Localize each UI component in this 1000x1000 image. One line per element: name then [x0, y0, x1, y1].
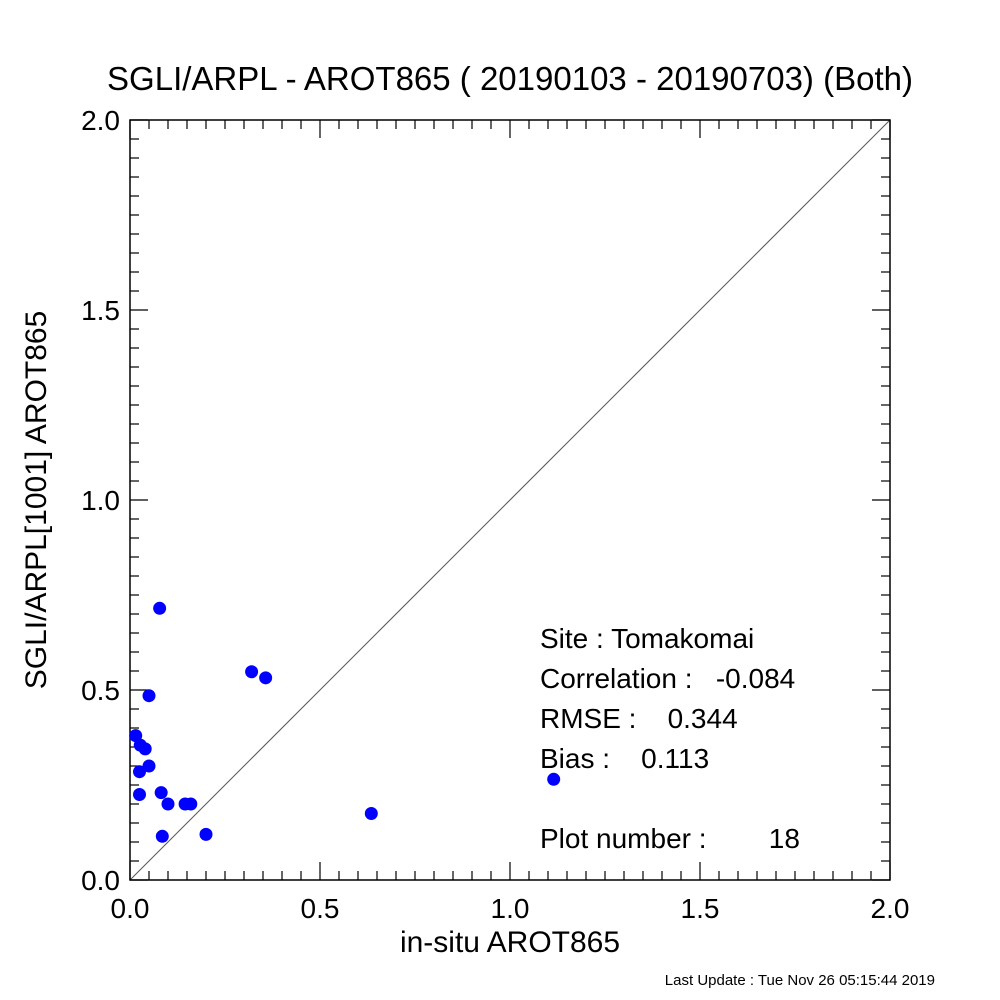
x-tick-label: 0.0 [111, 893, 150, 924]
data-point [184, 797, 198, 811]
tick-marks [129, 119, 891, 881]
tick-labels: 0.0 0.5 1.0 1.5 2.0 0.0 0.5 1.0 1.5 2.0 [81, 105, 909, 924]
data-point [142, 759, 156, 773]
x-tick-label: 2.0 [871, 893, 910, 924]
stat-bias: Bias : 0.113 [540, 743, 709, 774]
y-tick-label: 1.5 [81, 295, 120, 326]
data-point [547, 772, 561, 786]
data-point [142, 689, 156, 703]
data-point [199, 827, 213, 841]
stat-plot-number: Plot number : 18 [540, 823, 800, 854]
y-tick-label: 1.0 [81, 485, 120, 516]
plot-frame [129, 119, 891, 881]
data-point [245, 665, 259, 679]
y-tick-label: 0.0 [81, 865, 120, 896]
data-points [129, 601, 561, 843]
y-tick-label: 0.5 [81, 675, 120, 706]
stat-site: Site : Tomakomai [540, 623, 754, 654]
data-point [153, 601, 167, 615]
data-point [133, 765, 146, 779]
stat-correlation: Correlation : -0.084 [540, 663, 795, 694]
x-tick-label: 1.0 [491, 893, 530, 924]
data-point [259, 671, 273, 685]
data-point [154, 786, 168, 800]
data-point [138, 742, 152, 756]
x-tick-label: 1.5 [681, 893, 720, 924]
data-point [161, 797, 175, 811]
stat-rmse: RMSE : 0.344 [540, 703, 738, 734]
data-point [364, 807, 378, 820]
data-point [155, 829, 169, 843]
y-tick-label: 2.0 [81, 105, 120, 136]
x-axis-label: in-situ AROT865 [400, 926, 620, 959]
y-axis-label: SGLI/ARPL[1001] AROT865 [20, 311, 53, 690]
last-update-footer: Last Update : Tue Nov 26 05:15:44 2019 [665, 972, 935, 989]
chart-title: SGLI/ARPL - AROT865 ( 20190103 - 2019070… [107, 60, 913, 97]
x-tick-label: 0.5 [301, 893, 340, 924]
one-to-one-line [129, 119, 891, 881]
data-point [133, 788, 146, 801]
